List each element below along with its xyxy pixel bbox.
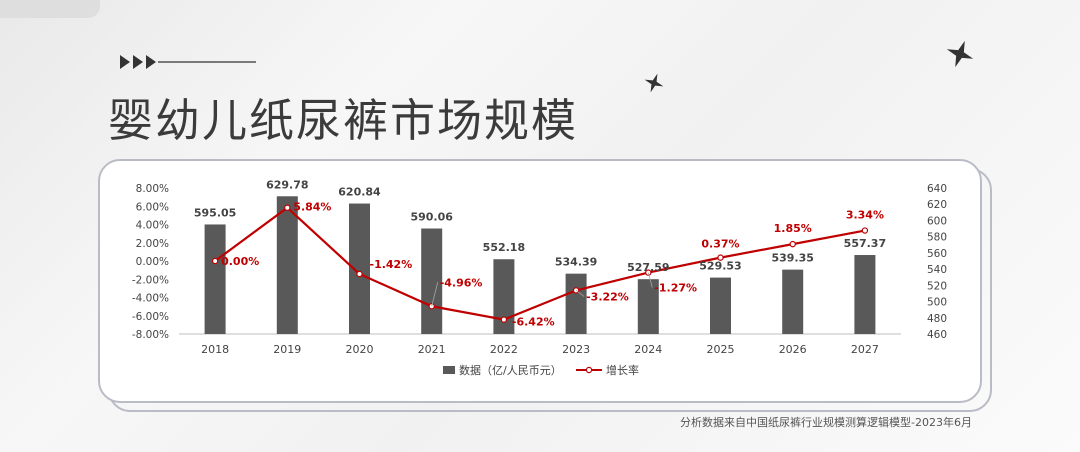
bar-value-label: 527.59 — [627, 261, 669, 274]
growth-line — [214, 206, 866, 321]
sparkle-star-icon — [644, 73, 664, 93]
y-right-tick: 600 — [927, 215, 947, 227]
y-left-tick: 6.00% — [136, 201, 169, 213]
x-tick-label: 2025 — [707, 343, 735, 356]
bar — [854, 255, 876, 334]
leader-line — [431, 282, 439, 307]
x-tick-label: 2023 — [562, 343, 590, 356]
y-right-tick: 640 — [927, 183, 947, 195]
growth-value-label: -1.27% — [654, 282, 697, 295]
y-left-tick: 0.00% — [136, 256, 169, 268]
x-tick-label: 2024 — [634, 343, 662, 356]
y-right-tick: 500 — [927, 297, 947, 309]
y-left-tick: 8.00% — [136, 183, 169, 195]
growth-value-label: 5.84% — [293, 201, 331, 214]
x-tick-label: 2021 — [418, 343, 446, 356]
bar-value-label: 534.39 — [555, 256, 597, 269]
y-right-tick: 480 — [927, 313, 947, 325]
growth-value-label: 0.00% — [221, 255, 259, 268]
y-right-tick: 580 — [927, 232, 947, 244]
bar-value-label: 629.78 — [266, 178, 308, 191]
bar-value-label: 529.53 — [699, 260, 741, 273]
x-tick-label: 2018 — [201, 343, 229, 356]
growth-value-label: -3.22% — [586, 290, 629, 303]
bar-value-label: 620.84 — [338, 186, 381, 199]
y-left-tick: -6.00% — [132, 311, 169, 323]
x-tick-label: 2026 — [779, 343, 807, 356]
y-right-tick: 460 — [927, 329, 947, 341]
leader-line — [647, 272, 653, 288]
y-right-tick: 520 — [927, 280, 947, 292]
growth-point — [645, 269, 652, 276]
y-right-tick: 540 — [927, 264, 947, 276]
growth-point — [861, 227, 869, 234]
y-left-tick: -4.00% — [132, 293, 169, 305]
bar — [710, 277, 731, 334]
bar-value-label: 590.06 — [410, 211, 453, 224]
growth-point — [717, 254, 724, 261]
x-tick-label: 2022 — [490, 343, 518, 356]
legend-bar-label: 数据（亿/人民币元） — [459, 363, 562, 377]
x-tick-label: 2019 — [273, 343, 301, 356]
growth-point — [789, 240, 796, 248]
bar — [782, 269, 804, 334]
growth-point — [284, 204, 291, 211]
source-note: 分析数据来自中国纸尿裤行业规模测算逻辑模型-2023年6月 — [680, 416, 972, 429]
bar-value-label: 595.05 — [194, 206, 236, 219]
y-right-tick: 620 — [927, 199, 947, 211]
bar — [637, 279, 659, 334]
y-left-tick: -2.00% — [132, 274, 169, 286]
growth-point — [500, 316, 508, 323]
growth-point — [211, 257, 219, 265]
sparkle-star-icon — [946, 40, 974, 68]
legend-line-label: 增长率 — [606, 363, 639, 377]
y-right-tick: 560 — [927, 248, 947, 260]
x-tick-label: 2027 — [851, 343, 879, 356]
bar-value-label: 539.35 — [771, 252, 813, 265]
y-left-tick: 2.00% — [136, 238, 169, 250]
legend-line-marker — [585, 366, 593, 374]
leader-line — [575, 290, 585, 297]
growth-value-label: -6.42% — [512, 316, 555, 329]
y-left-tick: 4.00% — [136, 220, 169, 232]
bar — [493, 259, 515, 334]
bar — [349, 203, 370, 334]
bar — [204, 224, 226, 334]
legend-bar-swatch — [443, 366, 455, 374]
chart: 8.00% 6.00% 4.00% 2.00% 0.00% -2.00% -4.00% -6.… — [132, 178, 947, 377]
x-tick-label: 2020 — [346, 343, 374, 356]
y-left-tick: -8.00% — [132, 329, 169, 341]
bar-value-label: 557.37 — [844, 237, 886, 250]
growth-value-label: 3.34% — [846, 209, 884, 222]
triple-arrow-icon — [120, 55, 256, 69]
bar-value-label: 552.18 — [483, 241, 525, 254]
chart-card: 8.00% 6.00% 4.00% 2.00% 0.00% -2.00% -4.00% -6.… — [98, 159, 982, 403]
growth-value-label: 0.37% — [701, 238, 739, 251]
bar — [565, 273, 587, 334]
growth-value-label: -4.96% — [440, 276, 483, 289]
page-title: 婴幼儿纸尿裤市场规模 — [108, 94, 579, 147]
growth-point — [356, 270, 363, 278]
bar — [276, 196, 298, 334]
growth-value-label: -1.42% — [370, 258, 413, 271]
growth-value-label: 1.85% — [774, 222, 812, 235]
tab-strip — [0, 0, 100, 18]
